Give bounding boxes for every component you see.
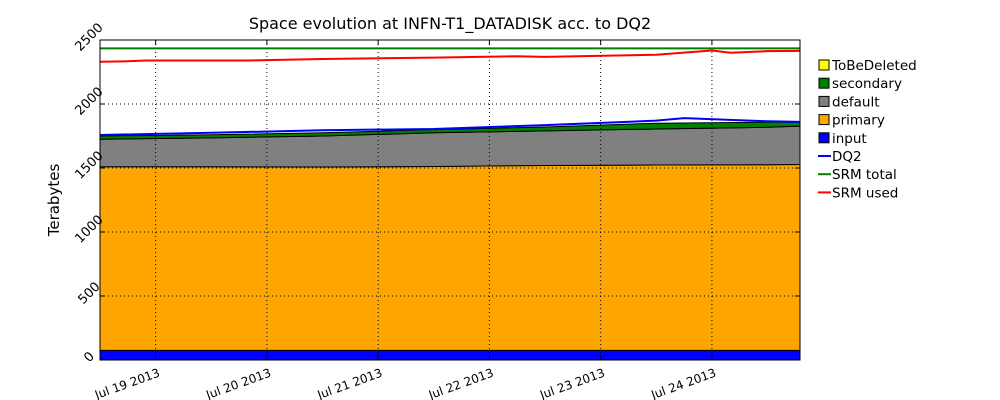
legend-swatch bbox=[818, 59, 830, 71]
y-axis-label: Terabytes bbox=[45, 164, 63, 238]
legend-label: SRM total bbox=[832, 167, 897, 183]
legend-item-tobedeleted: ToBeDeleted bbox=[818, 58, 917, 74]
legend-item-input: input bbox=[818, 131, 867, 147]
x-tick-label: Jul 22 2013 bbox=[426, 366, 496, 400]
legend: ToBeDeleted secondary default primary input D… bbox=[818, 58, 917, 201]
legend-label: primary bbox=[832, 113, 885, 129]
y-tick-label: 500 bbox=[75, 279, 103, 307]
line-srm-used bbox=[99, 49, 801, 63]
legend-label: ToBeDeleted bbox=[831, 58, 917, 74]
x-tick-label: Jul 20 2013 bbox=[203, 366, 273, 400]
y-tick-label: 0 bbox=[81, 349, 97, 365]
x-tick-labels: Jul 19 2013 Jul 20 2013 Jul 21 2013 Jul 22 … bbox=[92, 366, 718, 400]
x-tick-label: Jul 19 2013 bbox=[92, 366, 162, 400]
area-primary bbox=[99, 164, 801, 351]
legend-label: secondary bbox=[832, 76, 902, 92]
legend-label: SRM used bbox=[832, 185, 898, 201]
legend-item-dq2: DQ2 bbox=[818, 149, 862, 165]
legend-item-primary: primary bbox=[818, 113, 885, 129]
legend-item-srm-used: SRM used bbox=[818, 185, 898, 201]
legend-swatch bbox=[818, 77, 830, 89]
legend-item-default: default bbox=[818, 94, 880, 110]
plot-area bbox=[99, 39, 801, 361]
legend-swatch bbox=[818, 132, 830, 144]
legend-label: DQ2 bbox=[832, 149, 862, 165]
x-tick-label: Jul 23 2013 bbox=[537, 366, 607, 400]
line-dq2 bbox=[99, 117, 801, 136]
area-input bbox=[99, 349, 801, 361]
chart-title: Space evolution at INFN-T1_DATADISK acc.… bbox=[249, 14, 651, 34]
legend-label: input bbox=[832, 131, 867, 147]
legend-item-secondary: secondary bbox=[818, 76, 902, 92]
legend-label: default bbox=[832, 94, 880, 110]
legend-swatch bbox=[818, 114, 830, 126]
x-tick-label: Jul 21 2013 bbox=[315, 366, 385, 400]
plot-frame bbox=[99, 39, 801, 361]
legend-item-srm-total: SRM total bbox=[818, 167, 897, 183]
legend-swatch bbox=[818, 95, 830, 107]
x-tick-label: Jul 24 2013 bbox=[648, 366, 718, 400]
